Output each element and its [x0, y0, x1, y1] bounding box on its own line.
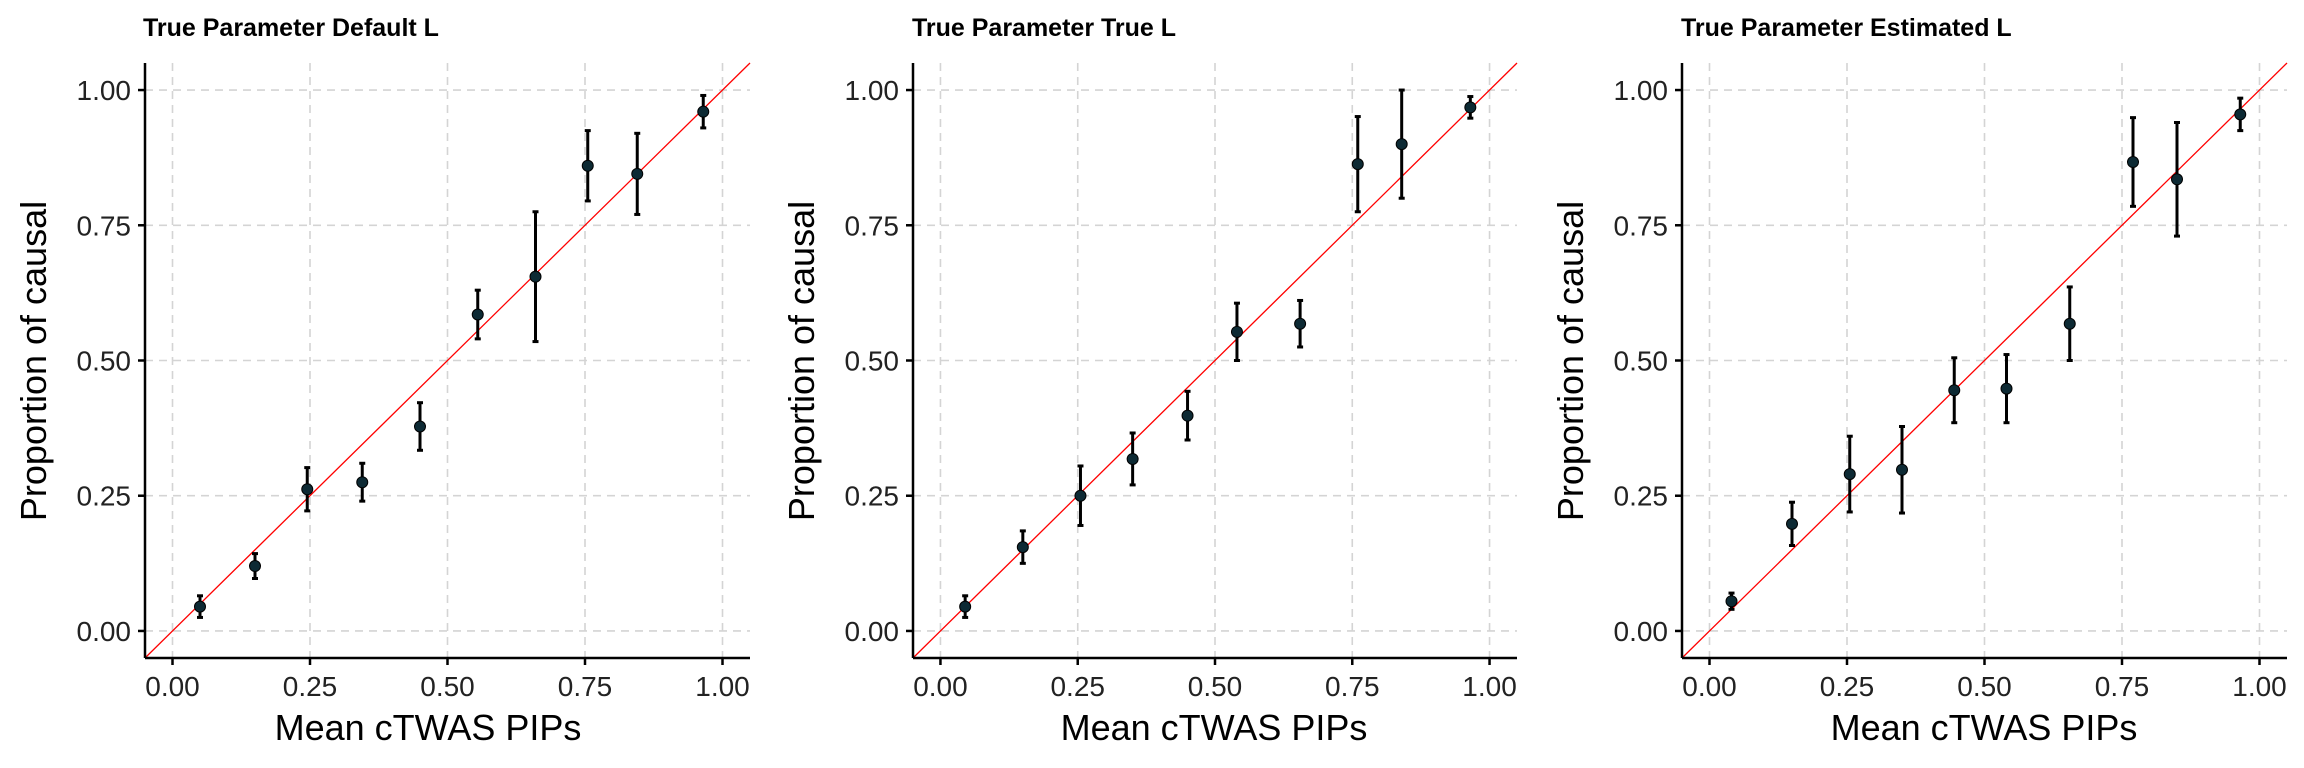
- x-tick-label: 0.25: [1050, 671, 1105, 702]
- data-point: [1016, 541, 1029, 554]
- data-point: [1843, 468, 1856, 481]
- y-tick-label: 0.25: [845, 481, 900, 512]
- data-point: [529, 270, 542, 283]
- x-tick-label: 0.75: [2095, 671, 2150, 702]
- chart-panel-default-l: True Parameter Default L Mean cTWAS PIPs…: [13, 14, 751, 748]
- data-point: [1294, 317, 1307, 330]
- y-axis-title: Proportion of causal: [1550, 201, 1591, 521]
- data-point: [697, 105, 710, 118]
- y-tick-label: 0.50: [1614, 346, 1669, 377]
- y-tick-label: 0.25: [1614, 481, 1669, 512]
- x-tick-label: 0.50: [1957, 671, 2012, 702]
- data-point: [2127, 155, 2139, 168]
- x-tick-label: 0.25: [1820, 671, 1875, 702]
- x-tick-label: 0.00: [145, 671, 200, 702]
- data-point: [1948, 384, 1961, 397]
- data-marks: [1681, 62, 2288, 659]
- chart-panel-estimated-l: True Parameter Estimated L Mean cTWAS PI…: [1550, 14, 2288, 748]
- data-point: [249, 560, 261, 573]
- data-point: [414, 420, 426, 433]
- y-axis-title: Proportion of causal: [13, 201, 54, 521]
- x-tick-label: 0.75: [558, 671, 613, 702]
- x-tick-label: 0.75: [1325, 671, 1380, 702]
- data-point: [1395, 138, 1408, 151]
- data-point: [1126, 452, 1139, 465]
- data-marks: [912, 62, 1518, 659]
- data-point: [1230, 325, 1243, 338]
- y-tick-label: 0.50: [845, 346, 900, 377]
- x-tick-label: 1.00: [1462, 671, 1517, 702]
- x-axis-title: Mean cTWAS PIPs: [1831, 707, 2138, 748]
- reference-line: [912, 62, 1518, 659]
- data-point: [1351, 158, 1364, 171]
- data-point: [959, 600, 972, 613]
- data-point: [2000, 382, 2013, 395]
- y-tick-label: 0.75: [77, 210, 132, 241]
- x-tick-label: 0.50: [1188, 671, 1243, 702]
- data-point: [301, 483, 314, 496]
- data-point: [194, 600, 206, 613]
- chart-title: True Parameter True L: [912, 14, 1176, 42]
- y-tick-label: 1.00: [77, 75, 132, 106]
- chart-title: True Parameter Default L: [143, 14, 439, 42]
- data-point: [631, 167, 644, 180]
- x-tick-label: 0.25: [283, 671, 338, 702]
- data-point: [1786, 517, 1798, 530]
- x-tick-label: 0.00: [1682, 671, 1737, 702]
- x-axis-title: Mean cTWAS PIPs: [1061, 707, 1368, 748]
- y-tick-label: 0.00: [1614, 616, 1669, 647]
- data-point: [1074, 489, 1087, 502]
- data-point: [1725, 595, 1738, 608]
- data-point: [2234, 108, 2247, 121]
- y-tick-label: 0.25: [77, 481, 132, 512]
- data-point: [1181, 409, 1194, 422]
- y-tick-label: 1.00: [845, 75, 900, 106]
- y-axis-title: Proportion of causal: [781, 201, 822, 521]
- reference-line: [144, 62, 751, 659]
- x-tick-label: 0.00: [913, 671, 968, 702]
- data-point: [471, 308, 484, 321]
- x-axis-title: Mean cTWAS PIPs: [275, 707, 582, 748]
- data-point: [1896, 463, 1908, 476]
- x-tick-label: 1.00: [2232, 671, 2287, 702]
- data-point: [2171, 173, 2183, 186]
- y-tick-label: 0.50: [77, 346, 132, 377]
- y-tick-label: 0.00: [77, 616, 132, 647]
- y-tick-label: 1.00: [1614, 75, 1669, 106]
- data-point: [581, 159, 594, 172]
- data-marks: [144, 62, 751, 659]
- x-tick-label: 1.00: [695, 671, 750, 702]
- reference-line: [1681, 62, 2288, 659]
- chart-panel-true-l: True Parameter True L Mean cTWAS PIPs Pr…: [781, 14, 1518, 748]
- chart-title: True Parameter Estimated L: [1681, 14, 2012, 42]
- x-tick-label: 0.50: [420, 671, 475, 702]
- data-point: [356, 476, 369, 489]
- y-tick-label: 0.75: [845, 210, 900, 241]
- y-tick-label: 0.75: [1614, 210, 1669, 241]
- y-tick-label: 0.00: [845, 616, 900, 647]
- data-point: [2063, 317, 2076, 330]
- data-point: [1464, 101, 1477, 114]
